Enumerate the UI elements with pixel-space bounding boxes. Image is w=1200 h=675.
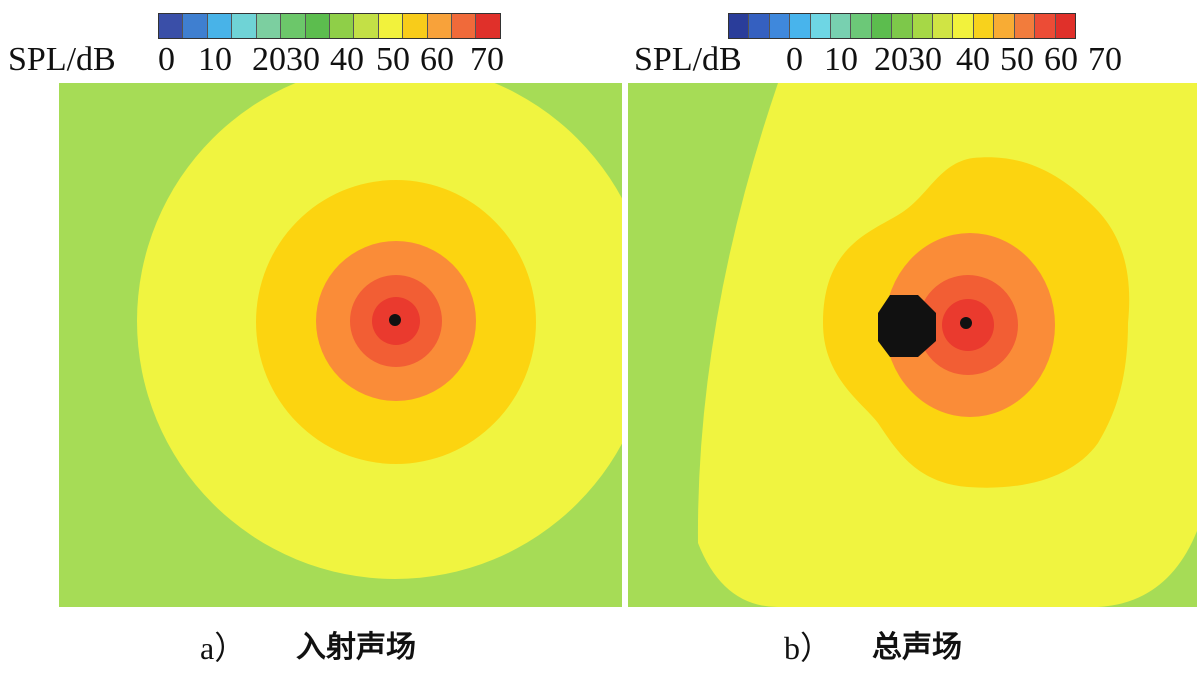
source-point-a <box>389 314 401 326</box>
tick-label-a-60: 60 <box>420 41 454 78</box>
colorbar-swatch <box>256 14 282 38</box>
colorbar-swatch <box>973 14 995 38</box>
tick-label-b-0: 0 <box>786 41 803 78</box>
colorbar-swatch <box>892 14 913 38</box>
colorbar-swatch <box>831 14 852 38</box>
caption-title-b: 总声场 <box>872 630 962 665</box>
tick-label-b-20: 20 <box>874 41 908 78</box>
unit-label-b: SPL/dB <box>634 41 742 78</box>
colorbar-swatch <box>790 14 811 38</box>
colorbar-swatch <box>749 14 770 38</box>
colorbar-swatch <box>427 14 453 38</box>
colorbar-swatch <box>476 14 500 38</box>
colorbar-swatch <box>305 14 330 38</box>
colorbar-swatch <box>851 14 872 38</box>
caption-label-a: a） <box>200 630 247 666</box>
unit-label-a: SPL/dB <box>8 41 116 78</box>
tick-label-b-30: 30 <box>908 41 942 78</box>
tick-label-b-10: 10 <box>824 41 858 78</box>
colorbar-swatch <box>810 14 832 38</box>
legend-row-a: SPL/dB 0 10 20 30 40 50 60 70 <box>8 40 608 80</box>
tick-label-b-50: 50 <box>1000 41 1034 78</box>
caption-title-a: 入射声场 <box>296 630 416 665</box>
colorbar-swatch <box>452 14 477 38</box>
colorbar-a <box>158 13 501 39</box>
field-panel-b <box>628 83 1197 607</box>
scatterer-body-b <box>878 295 936 357</box>
colorbar-swatch <box>232 14 257 38</box>
contour-plot-a <box>59 83 622 607</box>
colorbar-swatch <box>207 14 233 38</box>
colorbar-swatch <box>1035 14 1056 38</box>
tick-label-b-60: 60 <box>1044 41 1078 78</box>
colorbar-swatch <box>354 14 379 38</box>
colorbar-swatch <box>1014 14 1036 38</box>
colorbar-swatch <box>769 14 791 38</box>
colorbar-swatch <box>994 14 1015 38</box>
colorbar-swatch <box>912 14 934 38</box>
colorbar-swatch <box>159 14 184 38</box>
tick-label-b-70: 70 <box>1088 41 1122 78</box>
colorbar-b <box>728 13 1076 39</box>
colorbar-swatch <box>183 14 208 38</box>
source-point-b <box>960 317 972 329</box>
colorbar-swatch <box>933 14 954 38</box>
colorbar-swatch <box>729 14 750 38</box>
tick-label-a-20: 20 <box>252 41 286 78</box>
colorbar-swatch <box>281 14 306 38</box>
colorbar-swatch <box>329 14 355 38</box>
tick-label-a-10: 10 <box>198 41 232 78</box>
tick-label-a-30: 30 <box>286 41 320 78</box>
tick-label-a-40: 40 <box>330 41 364 78</box>
caption-label-b: b） <box>784 630 833 666</box>
tick-label-a-0: 0 <box>158 41 175 78</box>
field-panel-a <box>59 83 622 607</box>
colorbar-swatch <box>953 14 974 38</box>
contour-plot-b <box>628 83 1197 607</box>
colorbar-swatch <box>403 14 428 38</box>
tick-label-b-40: 40 <box>956 41 990 78</box>
legend-row-b: SPL/dB 0 10 20 30 40 50 60 70 <box>634 40 1194 80</box>
caption-a: a） 入射声场 <box>200 628 500 668</box>
tick-label-a-70: 70 <box>470 41 504 78</box>
colorbar-swatch <box>378 14 404 38</box>
colorbar-swatch <box>1055 14 1075 38</box>
tick-label-a-50: 50 <box>376 41 410 78</box>
colorbar-swatch <box>871 14 893 38</box>
caption-b: b） 总声场 <box>784 628 1044 668</box>
